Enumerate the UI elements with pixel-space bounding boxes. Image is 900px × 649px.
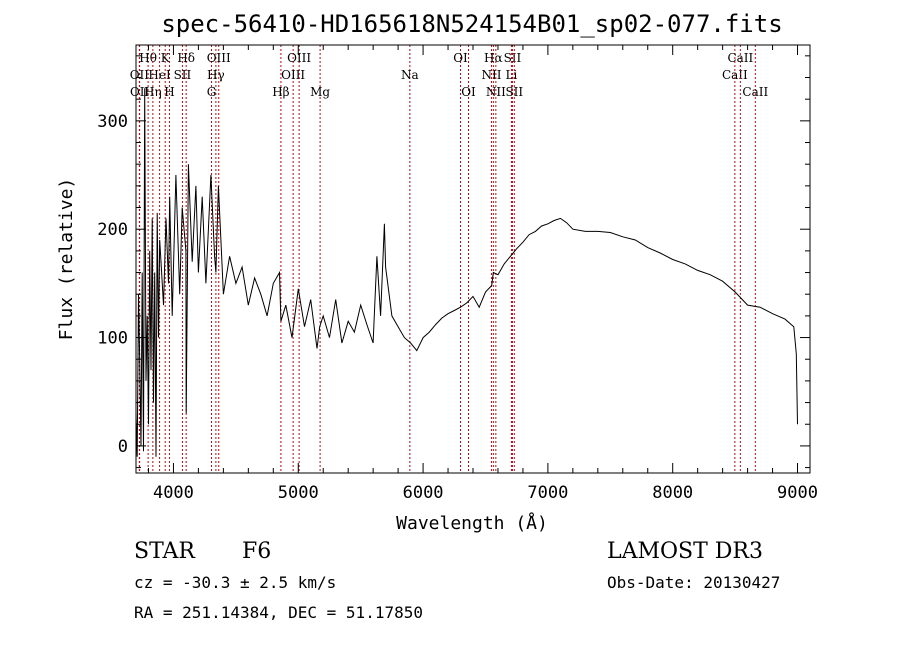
line-marker-label: CaII [722, 68, 748, 82]
chart-title: spec-56410-HD165618N524154B01_sp02-077.f… [161, 10, 782, 38]
line-marker-label: HeI [148, 68, 171, 82]
survey-name: LAMOST DR3 [607, 539, 763, 564]
line-marker-label: H [164, 85, 174, 99]
line-marker-label: Hβ [272, 85, 289, 99]
coordinates: RA = 251.14384, DEC = 51.17850 [134, 603, 423, 622]
x-tick-label: 4000 [153, 483, 194, 503]
line-marker-label: Hη [144, 85, 162, 99]
line-marker-label: CaII [742, 85, 768, 99]
line-marker-label: SII [505, 85, 523, 99]
object-class: STAR [134, 539, 195, 564]
plot-frame [135, 44, 811, 474]
line-marker-label: G [207, 85, 217, 99]
spectrum-line [135, 88, 798, 457]
x-axis: 4000 5000 6000 7000 8000 9000 [147, 45, 818, 503]
line-marker-label: NII [481, 68, 501, 82]
line-marker-label: K [161, 51, 171, 65]
line-marker-label: OIII [281, 68, 305, 82]
line-marker-label: Na [401, 68, 419, 82]
y-tick-label: 0 [118, 437, 128, 457]
line-marker-label: Hδ [177, 51, 195, 65]
line-marker-label: Li [506, 68, 518, 82]
line-marker-label: OI [453, 51, 468, 65]
x-tick-label: 7000 [527, 483, 568, 503]
line-marker-label: SII [174, 68, 192, 82]
y-tick-label: 100 [97, 329, 128, 349]
x-axis-label: Wavelength (Å) [396, 512, 548, 534]
line-marker-label: Mg [310, 85, 330, 99]
spectral-subclass: F6 [242, 539, 272, 564]
y-axis-label: Flux (relative) [56, 178, 77, 341]
x-tick-label: 6000 [403, 483, 444, 503]
x-tick-label: 9000 [777, 483, 818, 503]
line-marker-label: SII [504, 51, 522, 65]
line-marker-label: OIII [207, 51, 231, 65]
line-marker-label: OIII [287, 51, 311, 65]
y-axis: 0 100 200 300 [97, 55, 810, 469]
y-tick-label: 300 [97, 112, 128, 132]
line-marker-label: OI [461, 85, 476, 99]
line-marker-label: NII [486, 85, 506, 99]
x-tick-label: 8000 [652, 483, 693, 503]
redshift-value: cz = -30.3 ± 2.5 km/s [134, 573, 337, 592]
line-marker-label: Hγ [207, 68, 225, 82]
line-marker-label: CaII [727, 51, 753, 65]
line-marker-label: Hα [484, 51, 503, 65]
line-marker-label: Hθ [139, 51, 157, 65]
x-tick-label: 5000 [278, 483, 319, 503]
obs-date: Obs-Date: 20130427 [607, 573, 781, 592]
y-tick-label: 200 [97, 220, 128, 240]
